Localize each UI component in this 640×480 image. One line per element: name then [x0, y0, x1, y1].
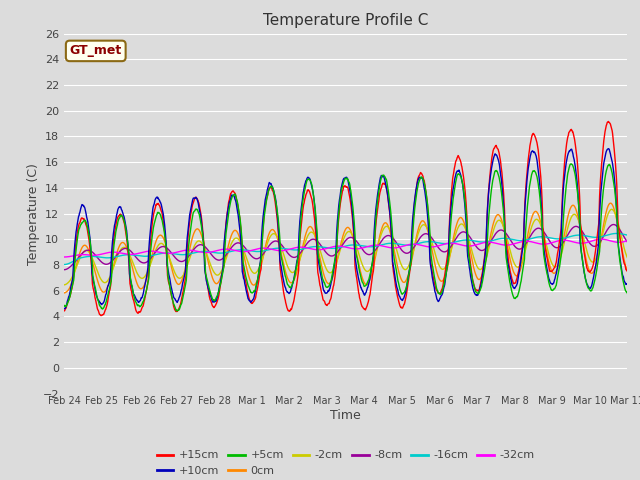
+10cm	[261, 197, 269, 203]
Line: -16cm: -16cm	[64, 226, 640, 264]
+15cm	[458, 166, 466, 172]
+5cm	[194, 208, 202, 214]
+15cm	[60, 308, 68, 314]
+5cm	[458, 180, 466, 185]
-32cm	[194, 249, 202, 254]
+15cm	[194, 198, 202, 204]
-32cm	[458, 242, 466, 248]
+10cm	[194, 199, 202, 205]
-8cm	[536, 226, 544, 231]
Title: Temperature Profile C: Temperature Profile C	[263, 13, 428, 28]
Line: +5cm: +5cm	[64, 155, 640, 311]
-32cm	[60, 254, 68, 260]
-32cm	[179, 248, 187, 253]
-2cm	[179, 273, 187, 278]
Text: GT_met: GT_met	[70, 44, 122, 58]
-16cm	[261, 248, 269, 253]
+10cm	[537, 194, 545, 200]
-2cm	[458, 221, 466, 227]
0cm	[194, 226, 202, 232]
Line: -32cm: -32cm	[64, 237, 640, 257]
Line: 0cm: 0cm	[64, 200, 640, 293]
-2cm	[194, 239, 202, 244]
+10cm	[61, 306, 68, 312]
+5cm	[537, 203, 545, 209]
+10cm	[458, 180, 466, 186]
0cm	[261, 246, 269, 252]
-8cm	[458, 229, 466, 235]
Y-axis label: Temperature (C): Temperature (C)	[27, 163, 40, 264]
Line: -8cm: -8cm	[64, 223, 640, 270]
0cm	[60, 290, 68, 296]
-16cm	[194, 249, 202, 255]
-2cm	[536, 221, 544, 227]
-32cm	[261, 245, 269, 251]
-32cm	[536, 241, 544, 247]
-16cm	[179, 252, 187, 258]
-2cm	[60, 282, 68, 288]
+15cm	[537, 174, 545, 180]
-8cm	[60, 267, 68, 273]
+5cm	[180, 292, 188, 298]
Line: +10cm: +10cm	[64, 136, 640, 309]
-32cm	[589, 238, 597, 243]
0cm	[179, 275, 187, 280]
+5cm	[172, 308, 180, 313]
+10cm	[590, 273, 598, 279]
+15cm	[590, 259, 598, 264]
-2cm	[589, 259, 597, 265]
Line: +15cm: +15cm	[64, 118, 640, 315]
-16cm	[60, 262, 68, 267]
+15cm	[261, 204, 269, 209]
-2cm	[261, 248, 269, 254]
Line: -2cm: -2cm	[64, 207, 640, 285]
-8cm	[179, 258, 187, 264]
+15cm	[97, 312, 104, 318]
+10cm	[60, 306, 68, 312]
-8cm	[589, 243, 597, 249]
0cm	[589, 269, 597, 275]
-16cm	[458, 238, 466, 243]
X-axis label: Time: Time	[330, 409, 361, 422]
+15cm	[180, 288, 188, 293]
-8cm	[261, 249, 269, 255]
+5cm	[261, 206, 269, 212]
0cm	[458, 216, 466, 221]
-16cm	[536, 234, 544, 240]
-8cm	[194, 243, 202, 249]
+5cm	[60, 303, 68, 309]
+5cm	[590, 281, 598, 287]
0cm	[536, 218, 544, 224]
-16cm	[589, 234, 597, 240]
+10cm	[180, 278, 188, 284]
Legend: +15cm, +10cm, +5cm, 0cm, -2cm, -8cm, -16cm, -32cm: +15cm, +10cm, +5cm, 0cm, -2cm, -8cm, -16…	[152, 446, 539, 480]
